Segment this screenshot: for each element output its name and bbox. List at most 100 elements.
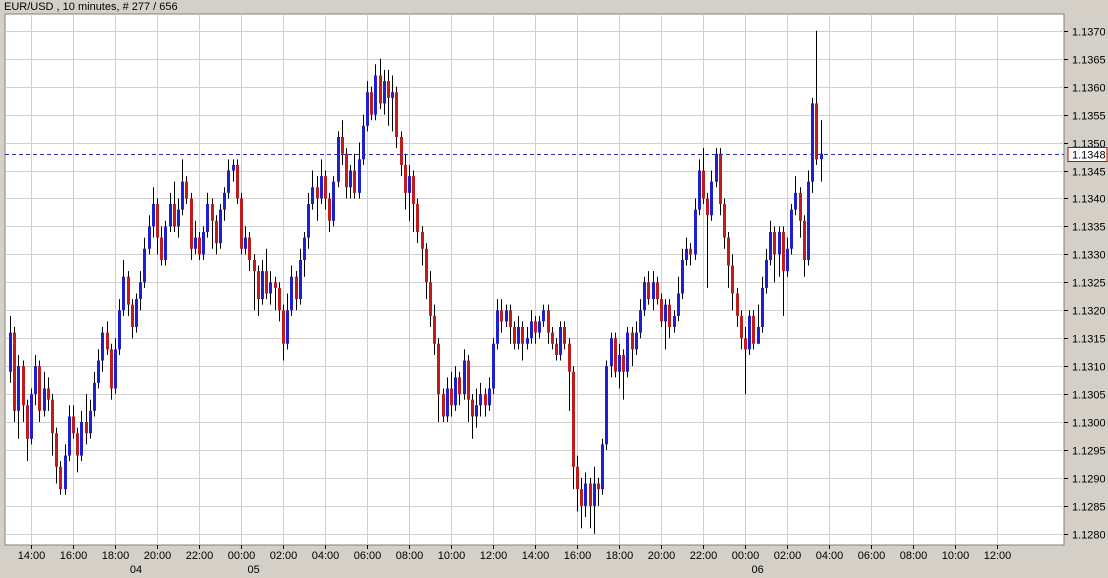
chart-title: EUR/USD , 10 minutes, # 277 / 656	[4, 1, 178, 13]
candle-body	[211, 204, 214, 221]
candle	[114, 338, 117, 395]
candle-body	[694, 209, 697, 255]
candle	[169, 192, 172, 232]
x-tick-label: 18:00	[606, 550, 634, 562]
candle-body	[677, 293, 680, 316]
candle	[274, 276, 277, 311]
candle-body	[748, 315, 751, 350]
candle	[698, 159, 701, 216]
candle-body	[227, 170, 230, 193]
candle	[395, 86, 398, 149]
candle	[421, 226, 424, 266]
candle	[807, 170, 810, 266]
candle	[181, 159, 184, 216]
candle	[589, 477, 592, 529]
candle-body	[30, 394, 33, 439]
candle-body	[114, 349, 117, 389]
candle-body	[782, 231, 785, 272]
candle	[248, 231, 251, 272]
candle-body	[563, 327, 566, 344]
candle	[694, 198, 697, 260]
candle-body	[408, 176, 411, 193]
candle-body	[521, 327, 524, 344]
x-tick-label: 12:00	[984, 550, 1012, 562]
grid-lines	[5, 14, 1064, 545]
candle-body	[345, 153, 348, 188]
candle-body	[652, 282, 655, 300]
candle-body	[47, 388, 50, 400]
candle-body	[484, 394, 487, 406]
candle-body	[311, 187, 314, 205]
candle-body	[282, 310, 285, 344]
candle	[803, 215, 806, 277]
candle-body	[89, 410, 92, 434]
candle-body	[626, 332, 629, 372]
candle	[572, 366, 575, 490]
y-tick-label: 1.1355	[1072, 111, 1106, 123]
candle	[412, 170, 415, 232]
candle-body	[387, 81, 390, 98]
candle	[299, 248, 302, 305]
candle	[215, 215, 218, 255]
candle-body	[328, 198, 331, 221]
candle-body	[761, 287, 764, 328]
x-tick-label: 06:00	[354, 550, 382, 562]
candle-body	[656, 282, 659, 300]
candle	[626, 327, 629, 378]
candle	[55, 427, 58, 484]
candle	[509, 304, 512, 344]
candle-body	[778, 231, 781, 255]
candle	[761, 276, 764, 333]
candle	[236, 159, 239, 205]
candle	[408, 164, 411, 221]
candle	[68, 405, 71, 462]
candle-body	[160, 237, 163, 260]
y-tick-label: 1.1370	[1072, 27, 1106, 39]
candle-body	[299, 259, 302, 300]
candle-body	[295, 276, 298, 300]
candle	[240, 192, 243, 255]
candle	[206, 192, 209, 238]
candle-body	[320, 176, 323, 199]
x-axis: 14:00 16:00 18:00 20:00 22:00 00:00 02:00 04:00…	[18, 545, 1012, 576]
candle-body	[736, 293, 739, 316]
y-tick-label: 1.1290	[1072, 474, 1106, 486]
candle	[584, 472, 587, 518]
candle-body	[135, 299, 138, 328]
candle-body	[395, 92, 398, 137]
candle	[353, 153, 356, 199]
candle	[303, 231, 306, 277]
candle-body	[316, 187, 319, 199]
candles	[9, 30, 823, 534]
candle	[542, 304, 545, 328]
x-tick-label: 06:00	[858, 550, 886, 562]
x-tick-label: 10:00	[942, 550, 970, 562]
candle-body	[530, 321, 533, 339]
candle-body	[576, 466, 579, 490]
candle	[757, 304, 760, 344]
candle	[345, 148, 348, 199]
current-price-label: 1.1348	[1072, 150, 1106, 162]
candle-body	[542, 310, 545, 322]
candle	[605, 360, 608, 450]
candle	[740, 310, 743, 350]
candle	[610, 332, 613, 378]
candle-body	[458, 377, 461, 395]
candle	[677, 276, 680, 322]
candle-body	[93, 382, 96, 411]
candle	[723, 198, 726, 249]
candle	[517, 315, 520, 350]
candle	[706, 192, 709, 288]
candle-body	[437, 343, 440, 395]
current-price-marker: 1.1348	[1067, 147, 1108, 162]
y-tick-label: 1.1295	[1072, 446, 1106, 458]
candle-body	[547, 310, 550, 333]
candle	[135, 293, 138, 333]
candle-body	[240, 198, 243, 249]
candle	[337, 131, 340, 188]
candle	[127, 271, 130, 316]
candle-body	[337, 136, 340, 182]
candle-body	[164, 226, 167, 260]
candle	[265, 248, 268, 300]
candle	[286, 293, 289, 350]
